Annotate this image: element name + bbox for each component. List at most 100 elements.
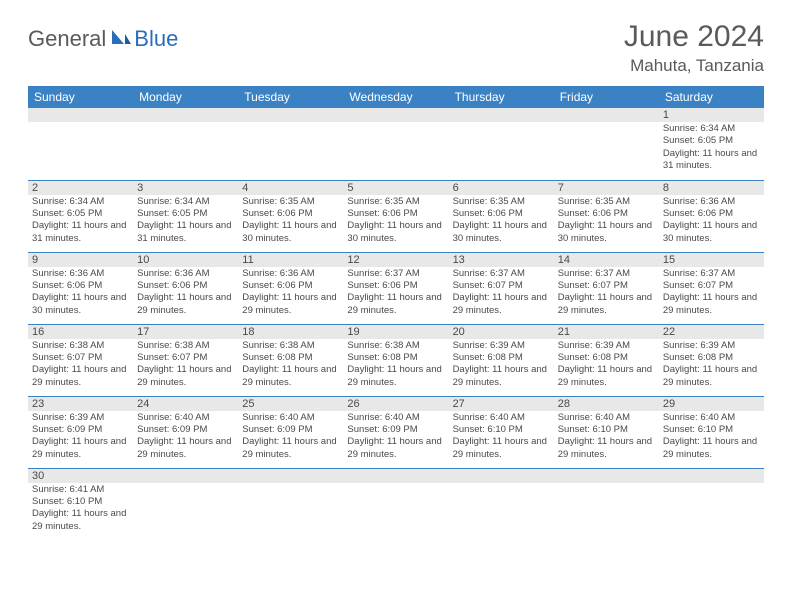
title-block: June 2024 Mahuta, Tanzania (624, 20, 764, 76)
day-number: 11 (238, 253, 343, 267)
calendar-day-cell: 23Sunrise: 6:39 AMSunset: 6:09 PMDayligh… (28, 396, 133, 468)
sail-icon (110, 28, 132, 51)
day-details: Sunrise: 6:35 AMSunset: 6:06 PMDaylight:… (238, 195, 343, 248)
day-details: Sunrise: 6:37 AMSunset: 6:07 PMDaylight:… (449, 267, 554, 320)
day-number: 14 (554, 253, 659, 267)
daylight-text: Daylight: 11 hours and 29 minutes. (32, 436, 129, 461)
sunrise-text: Sunrise: 6:36 AM (663, 196, 760, 208)
sunset-text: Sunset: 6:05 PM (32, 208, 129, 220)
calendar-day-cell: 5Sunrise: 6:35 AMSunset: 6:06 PMDaylight… (343, 180, 448, 252)
day-number: 30 (28, 469, 133, 483)
weekday-header: Saturday (659, 86, 764, 108)
day-details: Sunrise: 6:38 AMSunset: 6:08 PMDaylight:… (343, 339, 448, 392)
weekday-header: Monday (133, 86, 238, 108)
empty-day-header (238, 108, 343, 122)
sunrise-text: Sunrise: 6:40 AM (558, 412, 655, 424)
calendar-day-cell (343, 108, 448, 180)
header: General Blue June 2024 Mahuta, Tanzania (28, 20, 764, 76)
calendar-week-row: 1Sunrise: 6:34 AMSunset: 6:05 PMDaylight… (28, 108, 764, 180)
weekday-header: Wednesday (343, 86, 448, 108)
sunset-text: Sunset: 6:06 PM (663, 208, 760, 220)
sunrise-text: Sunrise: 6:36 AM (137, 268, 234, 280)
empty-day-header (554, 469, 659, 483)
sunset-text: Sunset: 6:08 PM (663, 352, 760, 364)
daylight-text: Daylight: 11 hours and 29 minutes. (453, 436, 550, 461)
day-number: 13 (449, 253, 554, 267)
daylight-text: Daylight: 11 hours and 29 minutes. (558, 292, 655, 317)
calendar-day-cell: 4Sunrise: 6:35 AMSunset: 6:06 PMDaylight… (238, 180, 343, 252)
calendar-day-cell (554, 468, 659, 540)
sunset-text: Sunset: 6:10 PM (558, 424, 655, 436)
day-details: Sunrise: 6:37 AMSunset: 6:07 PMDaylight:… (659, 267, 764, 320)
day-details: Sunrise: 6:38 AMSunset: 6:07 PMDaylight:… (133, 339, 238, 392)
day-details: Sunrise: 6:36 AMSunset: 6:06 PMDaylight:… (133, 267, 238, 320)
sunrise-text: Sunrise: 6:38 AM (137, 340, 234, 352)
calendar-day-cell: 29Sunrise: 6:40 AMSunset: 6:10 PMDayligh… (659, 396, 764, 468)
sunrise-text: Sunrise: 6:40 AM (137, 412, 234, 424)
daylight-text: Daylight: 11 hours and 29 minutes. (347, 436, 444, 461)
day-details: Sunrise: 6:34 AMSunset: 6:05 PMDaylight:… (28, 195, 133, 248)
sunset-text: Sunset: 6:08 PM (558, 352, 655, 364)
day-details: Sunrise: 6:39 AMSunset: 6:08 PMDaylight:… (659, 339, 764, 392)
sunrise-text: Sunrise: 6:40 AM (663, 412, 760, 424)
day-number: 22 (659, 325, 764, 339)
day-details: Sunrise: 6:36 AMSunset: 6:06 PMDaylight:… (28, 267, 133, 320)
calendar-day-cell (28, 108, 133, 180)
day-details: Sunrise: 6:38 AMSunset: 6:08 PMDaylight:… (238, 339, 343, 392)
sunset-text: Sunset: 6:06 PM (347, 280, 444, 292)
sunset-text: Sunset: 6:09 PM (137, 424, 234, 436)
day-details: Sunrise: 6:38 AMSunset: 6:07 PMDaylight:… (28, 339, 133, 392)
sunrise-text: Sunrise: 6:40 AM (242, 412, 339, 424)
weekday-header: Friday (554, 86, 659, 108)
day-number: 29 (659, 397, 764, 411)
daylight-text: Daylight: 11 hours and 29 minutes. (453, 364, 550, 389)
calendar-day-cell: 27Sunrise: 6:40 AMSunset: 6:10 PMDayligh… (449, 396, 554, 468)
day-details: Sunrise: 6:40 AMSunset: 6:09 PMDaylight:… (238, 411, 343, 464)
calendar-day-cell (659, 468, 764, 540)
calendar-day-cell: 13Sunrise: 6:37 AMSunset: 6:07 PMDayligh… (449, 252, 554, 324)
sunrise-text: Sunrise: 6:38 AM (242, 340, 339, 352)
day-number: 24 (133, 397, 238, 411)
sunset-text: Sunset: 6:08 PM (453, 352, 550, 364)
day-number: 2 (28, 181, 133, 195)
day-details: Sunrise: 6:37 AMSunset: 6:07 PMDaylight:… (554, 267, 659, 320)
day-number: 15 (659, 253, 764, 267)
calendar-table: Sunday Monday Tuesday Wednesday Thursday… (28, 86, 764, 540)
logo-text-general: General (28, 26, 106, 52)
sunrise-text: Sunrise: 6:37 AM (663, 268, 760, 280)
day-details: Sunrise: 6:35 AMSunset: 6:06 PMDaylight:… (449, 195, 554, 248)
sunrise-text: Sunrise: 6:35 AM (558, 196, 655, 208)
calendar-day-cell: 18Sunrise: 6:38 AMSunset: 6:08 PMDayligh… (238, 324, 343, 396)
sunrise-text: Sunrise: 6:37 AM (558, 268, 655, 280)
day-details: Sunrise: 6:36 AMSunset: 6:06 PMDaylight:… (659, 195, 764, 248)
day-number: 18 (238, 325, 343, 339)
empty-day-header (133, 108, 238, 122)
daylight-text: Daylight: 11 hours and 29 minutes. (137, 292, 234, 317)
calendar-week-row: 30Sunrise: 6:41 AMSunset: 6:10 PMDayligh… (28, 468, 764, 540)
calendar-day-cell: 6Sunrise: 6:35 AMSunset: 6:06 PMDaylight… (449, 180, 554, 252)
day-number: 19 (343, 325, 448, 339)
calendar-day-cell (343, 468, 448, 540)
sunrise-text: Sunrise: 6:39 AM (32, 412, 129, 424)
sunset-text: Sunset: 6:05 PM (137, 208, 234, 220)
calendar-body: 1 Sunrise: 6:34 AMSunset: 6:05 PMDaylight… (28, 108, 764, 540)
calendar-day-cell: 30Sunrise: 6:41 AMSunset: 6:10 PMDayligh… (28, 468, 133, 540)
sunset-text: Sunset: 6:06 PM (558, 208, 655, 220)
daylight-text: Daylight: 11 hours and 29 minutes. (663, 436, 760, 461)
sunset-text: Sunset: 6:09 PM (347, 424, 444, 436)
day-number: 1 (659, 108, 764, 122)
calendar-week-row: 9Sunrise: 6:36 AMSunset: 6:06 PMDaylight… (28, 252, 764, 324)
day-number: 26 (343, 397, 448, 411)
daylight-text: Daylight: 11 hours and 30 minutes. (242, 220, 339, 245)
daylight-text: Daylight: 11 hours and 29 minutes. (32, 364, 129, 389)
calendar-day-cell (238, 108, 343, 180)
sunrise-text: Sunrise: 6:39 AM (663, 340, 760, 352)
empty-day-header (238, 469, 343, 483)
calendar-day-cell: 15Sunrise: 6:37 AMSunset: 6:07 PMDayligh… (659, 252, 764, 324)
daylight-text: Daylight: 11 hours and 29 minutes. (453, 292, 550, 317)
daylight-text: Daylight: 11 hours and 31 minutes. (137, 220, 234, 245)
calendar-day-cell: 3Sunrise: 6:34 AMSunset: 6:05 PMDaylight… (133, 180, 238, 252)
sunset-text: Sunset: 6:07 PM (137, 352, 234, 364)
calendar-day-cell: 22Sunrise: 6:39 AMSunset: 6:08 PMDayligh… (659, 324, 764, 396)
weekday-header: Sunday (28, 86, 133, 108)
